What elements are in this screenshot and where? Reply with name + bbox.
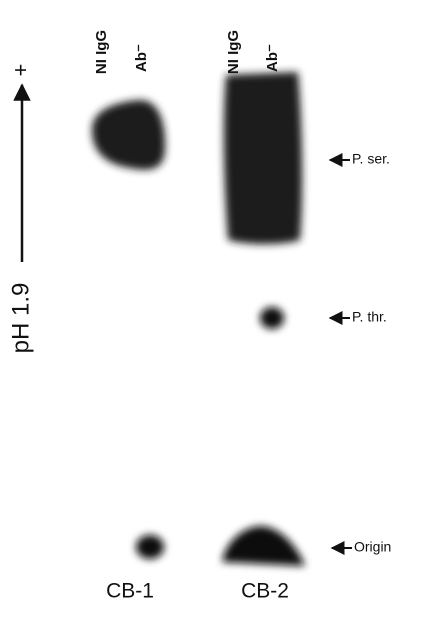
lane-label: NI IgG [93,30,110,74]
spot [136,535,164,559]
lane-label: NI IgG [225,30,242,74]
panel-label: CB-1 [106,580,154,603]
spot [260,307,284,329]
spot [224,72,302,244]
spot [92,100,165,170]
lane-label: Ab⁻ [264,44,281,72]
figure: + pH 1.9 NI IgG Ab⁻ NI IgG Ab⁻ P. ser. P… [0,0,425,617]
marker-label: P. ser. [352,151,390,167]
polarity: + [8,64,33,77]
axis-label: pH 1.9 [7,283,34,354]
marker-label: Origin [354,539,391,555]
marker-label: P. thr. [352,309,387,325]
lane-label: Ab⁻ [133,44,150,72]
spots [92,72,305,566]
panel-label: CB-2 [241,580,289,603]
spot [222,526,305,566]
